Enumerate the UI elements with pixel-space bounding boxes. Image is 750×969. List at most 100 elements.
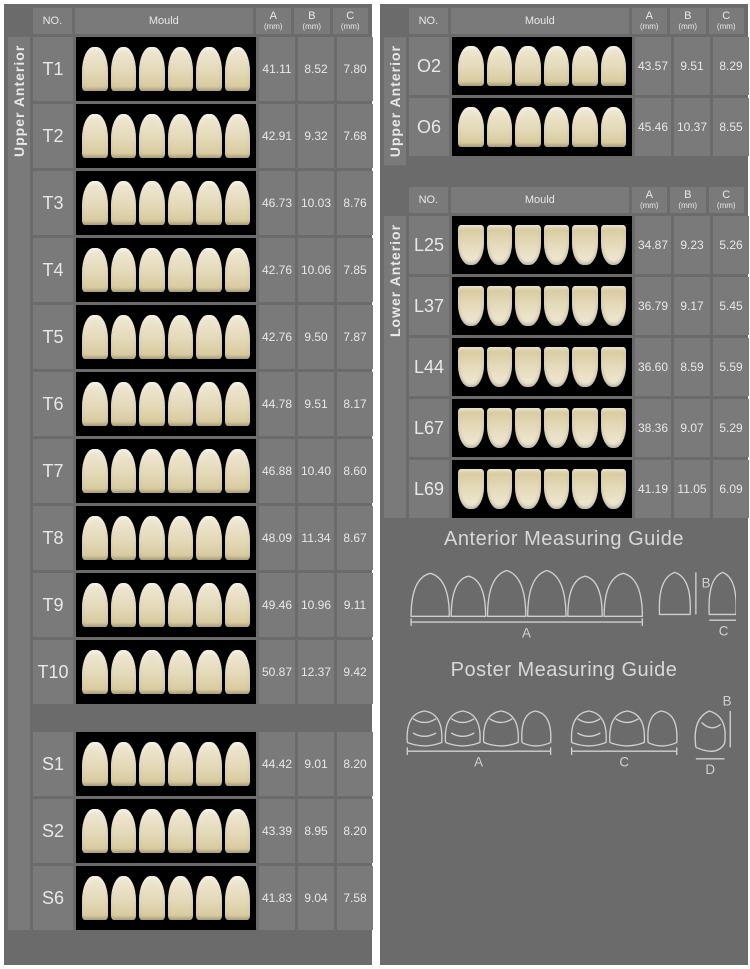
right-rows-2: L2534.879.235.26L3736.799.175.45L4436.60… — [409, 216, 749, 518]
value-b: 9.07 — [674, 399, 710, 457]
value-c: 5.59 — [713, 338, 749, 396]
row-no: S6 — [33, 866, 73, 930]
tooth-icon — [225, 809, 251, 854]
tooth-icon — [544, 107, 570, 147]
left-panel: NO. Mould A(mm) B(mm) C(mm) Upper Anteri… — [4, 4, 372, 965]
tooth-icon — [168, 114, 194, 159]
tooth-icon — [82, 248, 108, 293]
table-row: T346.7310.038.76 — [33, 171, 373, 235]
tooth-icon — [196, 181, 222, 226]
value-c: 7.85 — [337, 238, 373, 302]
left-rows: T141.118.527.80T242.919.327.68T346.7310.… — [33, 37, 373, 930]
value-c: 9.11 — [337, 573, 373, 637]
mould-image — [76, 305, 256, 369]
tooth-icon — [515, 107, 541, 147]
tooth-icon — [487, 286, 513, 326]
mould-image — [76, 866, 256, 930]
tooth-icon — [139, 47, 165, 92]
tooth-icon — [572, 107, 598, 147]
tooth-icon — [82, 114, 108, 159]
row-no: T6 — [33, 372, 73, 436]
tooth-icon — [225, 449, 251, 494]
row-no: T9 — [33, 573, 73, 637]
value-c: 7.87 — [337, 305, 373, 369]
tooth-icon — [168, 876, 194, 921]
upper-anterior-label-left: Upper Anterior — [8, 37, 30, 930]
tooth-icon — [139, 114, 165, 159]
tooth-icon — [458, 286, 484, 326]
right-header-1: NO. Mould A(mm) B(mm) C(mm) — [384, 8, 744, 34]
tooth-icon — [515, 347, 541, 387]
tooth-icon — [458, 408, 484, 448]
value-c: 6.09 — [713, 460, 749, 518]
value-a: 38.36 — [635, 399, 671, 457]
svg-text:B: B — [702, 576, 711, 591]
row-no: T5 — [33, 305, 73, 369]
tooth-icon — [139, 650, 165, 695]
value-c: 8.17 — [337, 372, 373, 436]
lower-anterior-label: Lower Anterior — [384, 216, 406, 518]
value-c: 7.68 — [337, 104, 373, 168]
mould-image — [76, 640, 256, 704]
table-row: T746.8810.408.60 — [33, 439, 373, 503]
svg-text:B: B — [723, 694, 732, 709]
tooth-icon — [544, 225, 570, 265]
row-no: L25 — [409, 216, 449, 274]
table-row: S144.429.018.20 — [33, 732, 373, 796]
header-a: A(mm) — [632, 8, 667, 34]
left-body: Upper Anterior T141.118.527.80T242.919.3… — [8, 37, 368, 930]
tooth-icon — [601, 107, 627, 147]
tooth-icon — [601, 225, 627, 265]
svg-text:C: C — [719, 624, 729, 639]
value-c: 7.80 — [337, 37, 373, 101]
value-b: 9.17 — [674, 277, 710, 335]
row-no: T2 — [33, 104, 73, 168]
row-no: T10 — [33, 640, 73, 704]
right-header-2: NO. Mould A(mm) B(mm) C(mm) — [384, 187, 744, 213]
value-a: 41.11 — [259, 37, 295, 101]
value-c: 9.42 — [337, 640, 373, 704]
row-no: S2 — [33, 799, 73, 863]
svg-text:C: C — [619, 755, 629, 770]
tooth-icon — [458, 347, 484, 387]
row-no: T4 — [33, 238, 73, 302]
value-c: 8.76 — [337, 171, 373, 235]
tooth-icon — [572, 347, 598, 387]
value-b: 10.06 — [298, 238, 334, 302]
value-a: 46.73 — [259, 171, 295, 235]
table-row: L2534.879.235.26 — [409, 216, 749, 274]
header-spacer — [384, 8, 406, 34]
mould-image — [76, 238, 256, 302]
header-no: NO. — [409, 187, 448, 213]
anterior-guide-svg: A B C — [392, 559, 736, 645]
tooth-icon — [196, 248, 222, 293]
value-b: 12.37 — [298, 640, 334, 704]
mould-image — [76, 372, 256, 436]
row-no: T3 — [33, 171, 73, 235]
value-c: 7.58 — [337, 866, 373, 930]
tooth-icon — [572, 286, 598, 326]
value-a: 42.76 — [259, 305, 295, 369]
tooth-icon — [196, 47, 222, 92]
tooth-icon — [82, 742, 108, 787]
right-rows-1: O243.579.518.29O645.4610.378.55 — [409, 37, 749, 165]
value-a: 34.87 — [635, 216, 671, 274]
table-row: O645.4610.378.55 — [409, 98, 749, 156]
value-b: 9.01 — [298, 732, 334, 796]
value-a: 36.60 — [635, 338, 671, 396]
tooth-icon — [225, 516, 251, 561]
row-no: T7 — [33, 439, 73, 503]
value-a: 41.19 — [635, 460, 671, 518]
tooth-icon — [515, 469, 541, 509]
value-c: 8.20 — [337, 732, 373, 796]
tooth-icon — [225, 876, 251, 921]
tooth-icon — [139, 876, 165, 921]
tooth-icon — [487, 469, 513, 509]
row-no: L69 — [409, 460, 449, 518]
tooth-icon — [544, 46, 570, 86]
table-row: T1050.8712.379.42 — [33, 640, 373, 704]
tooth-icon — [196, 650, 222, 695]
tooth-icon — [225, 47, 251, 92]
tooth-icon — [82, 809, 108, 854]
header-c: C(mm) — [709, 187, 744, 213]
